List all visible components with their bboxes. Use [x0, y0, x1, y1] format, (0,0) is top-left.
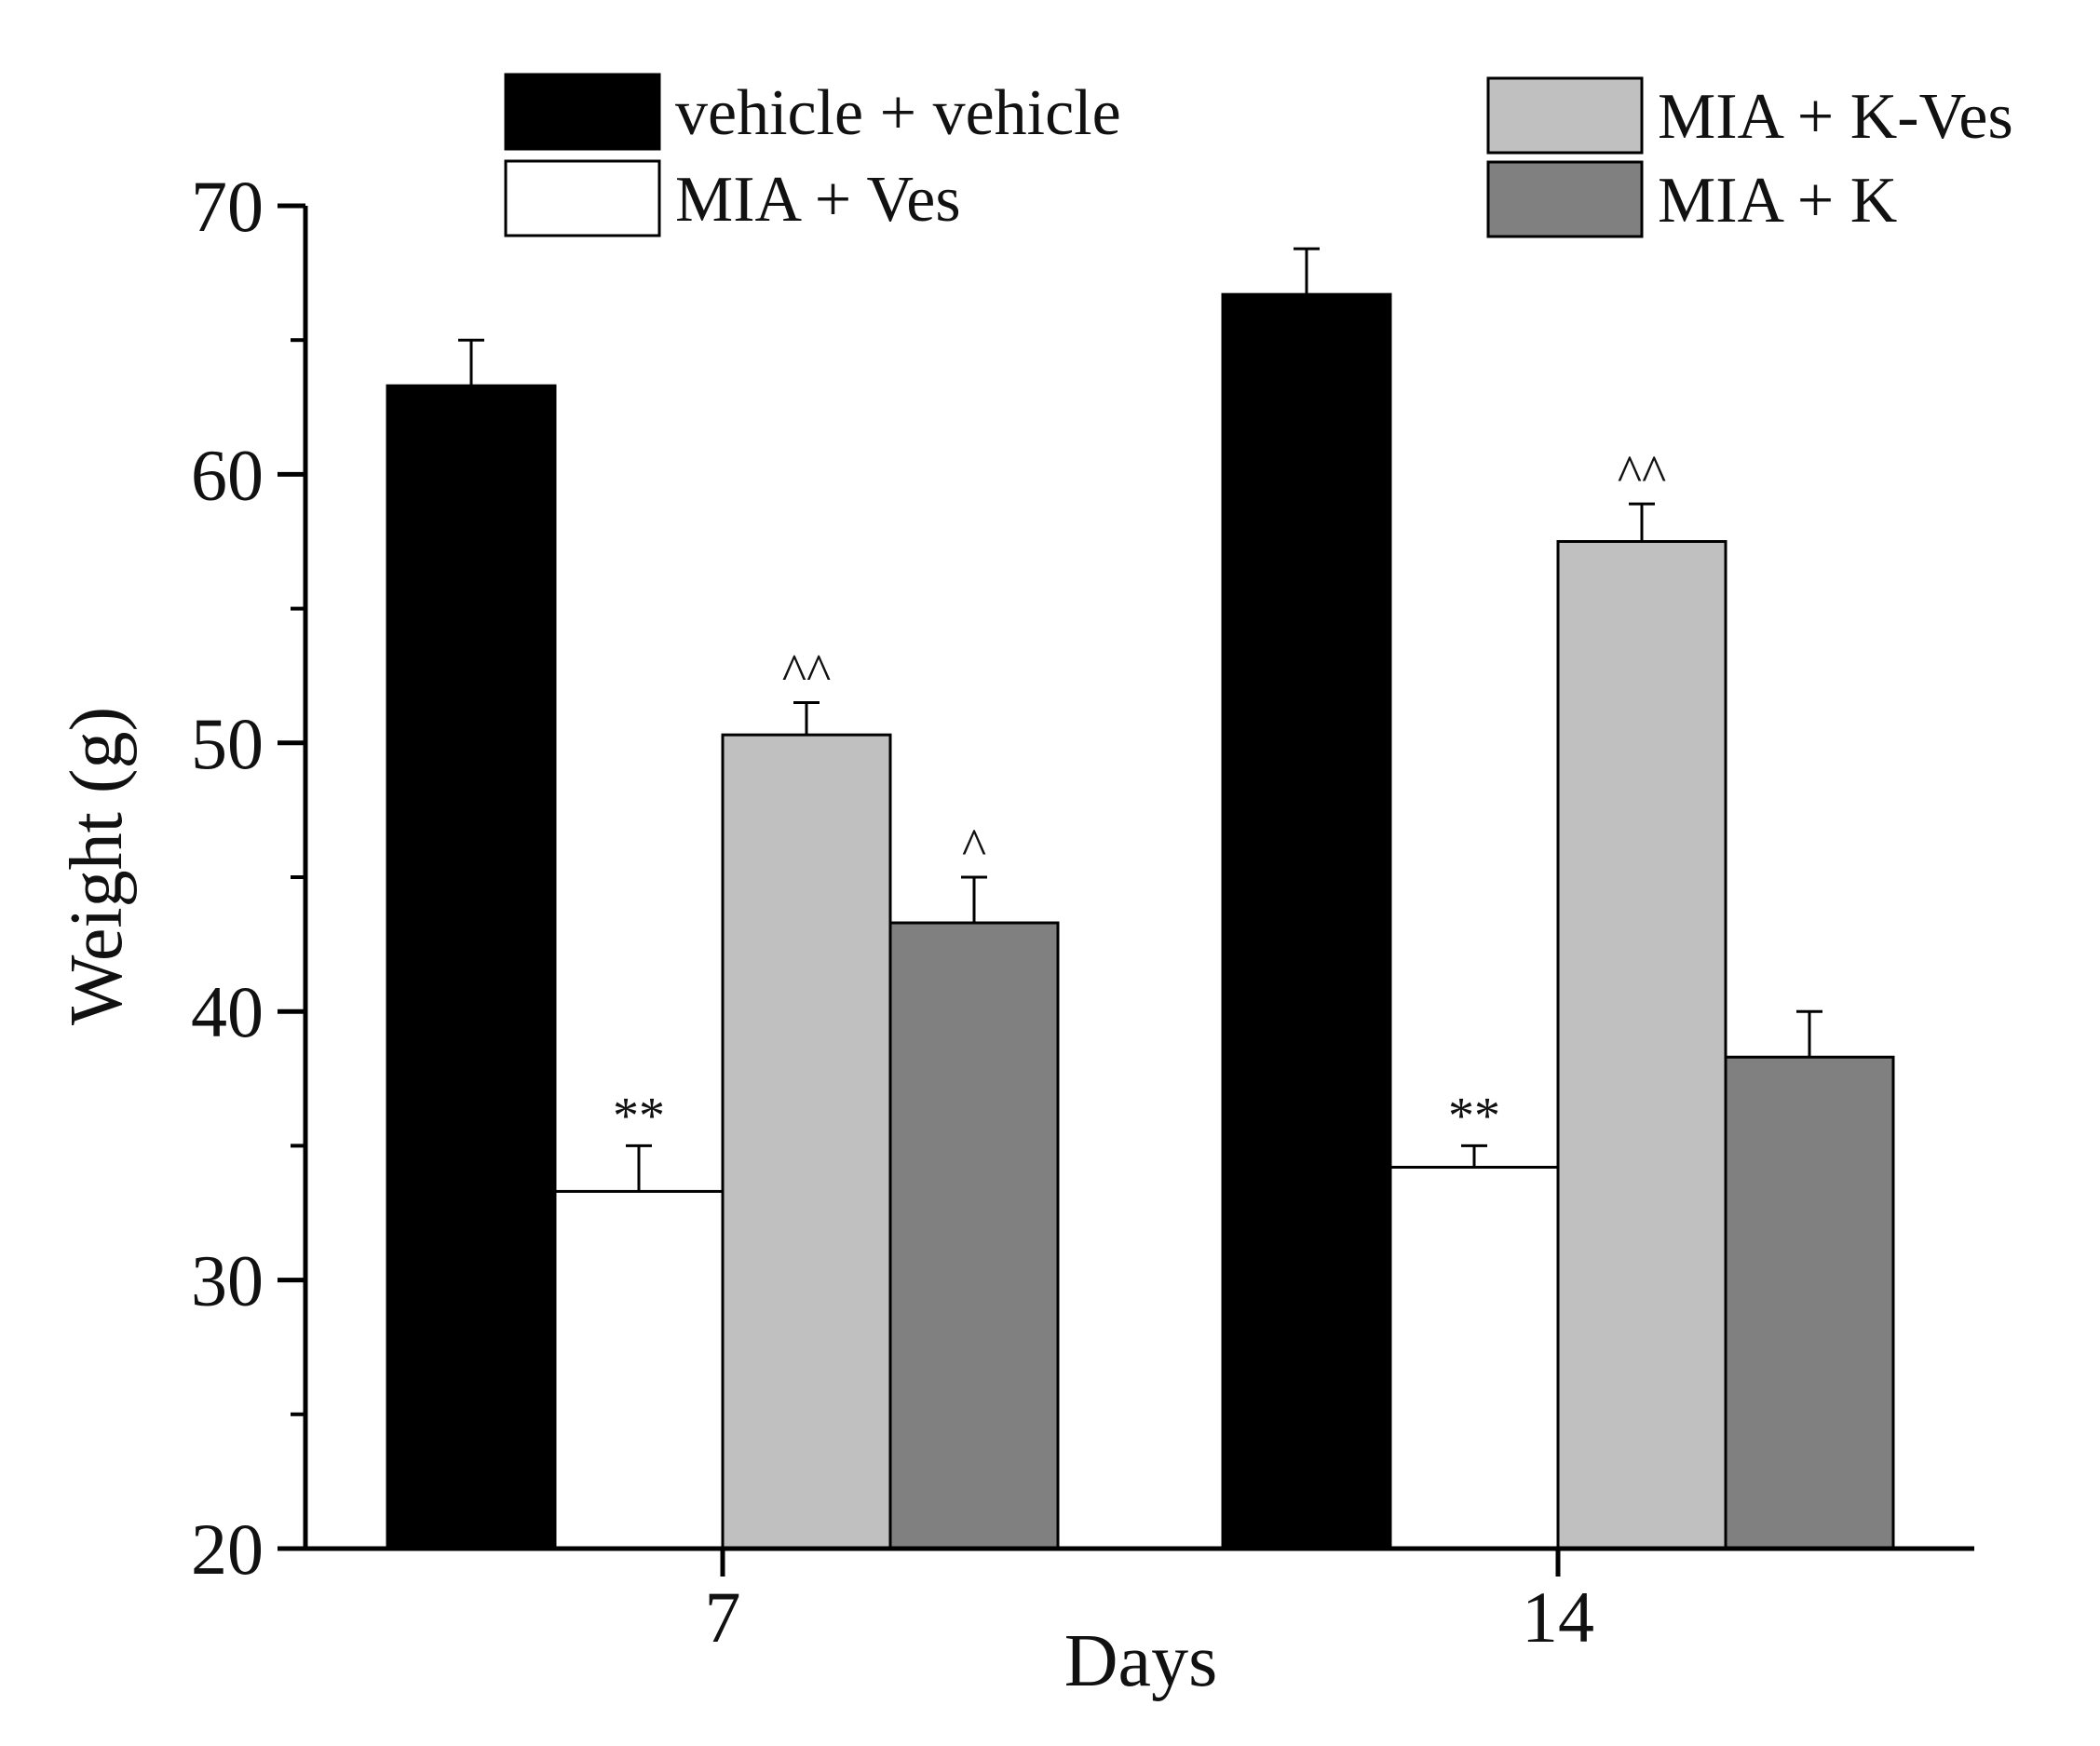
legend-label-vehicle-vehicle: vehicle + vehicle: [675, 77, 1121, 149]
legend-swatch-mia-k-ves: [1486, 76, 1644, 155]
y-tick-label-20: 20: [191, 1509, 264, 1590]
significance-mia-k-day-7: ^: [962, 819, 986, 876]
bars-group: [386, 247, 1895, 1550]
legend-label-mia-k: MIA + K: [1658, 165, 1897, 237]
significance-mia-ves-day-14: **: [1448, 1087, 1500, 1144]
bar-mia-ves-day-7: [553, 1189, 725, 1550]
bar-mia-k-day-14: [1724, 1055, 1895, 1550]
y-tick-label-60: 60: [191, 434, 264, 515]
y-axis-title: Weight (g): [56, 707, 138, 1025]
x-tick-label-14: 14: [1522, 1577, 1594, 1658]
legend-swatch-mia-ves: [504, 159, 661, 237]
y-tick-label-30: 30: [191, 1240, 264, 1321]
legend-swatch-mia-k: [1486, 160, 1644, 238]
bar-mia-k-day-7: [888, 921, 1060, 1550]
legend-label-mia-k-ves: MIA + K-Ves: [1658, 81, 2013, 153]
y-tick-label-40: 40: [191, 971, 264, 1052]
axes-group: 20 30 40 50 60 70 7 14: [191, 166, 1974, 1658]
bar-vehicle-vehicle-day-7: [386, 384, 557, 1550]
x-tick-label-7: 7: [705, 1577, 741, 1658]
y-tick-label-70: 70: [191, 166, 264, 247]
significance-mia-ves-day-7: **: [613, 1087, 665, 1144]
legend: vehicle + vehicle MIA + Ves MIA + K-Ves MIA…: [504, 73, 2013, 238]
significance-mia-k-ves-day-7: ^^: [782, 644, 832, 702]
significance-mia-k-ves-day-14: ^^: [1618, 445, 1667, 503]
bar-mia-ves-day-14: [1389, 1165, 1560, 1550]
annotations-group: **^^^**^^: [613, 445, 1666, 1144]
legend-label-mia-ves: MIA + Ves: [675, 164, 961, 236]
bar-mia-k-ves-day-7: [721, 733, 892, 1550]
y-tick-label-50: 50: [191, 703, 264, 784]
x-axis-title: Days: [1064, 1620, 1217, 1702]
bar-mia-k-ves-day-14: [1556, 540, 1727, 1550]
legend-swatch-vehicle-vehicle: [504, 73, 661, 151]
bar-vehicle-vehicle-day-14: [1221, 292, 1392, 1550]
